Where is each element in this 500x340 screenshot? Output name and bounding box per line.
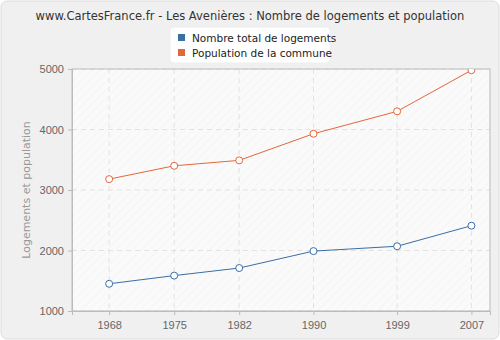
plot-area [72, 69, 490, 311]
point [468, 222, 475, 229]
grid-line [313, 69, 314, 311]
x-tick-label: 1975 [162, 319, 186, 331]
x-axis: 1968 1975 1982 1990 1999 2007 [73, 311, 491, 331]
chart: 1000 2000 3000 4000 5000 1968 1975 1982 1990 1999… [0, 0, 500, 340]
legend-swatch [178, 34, 185, 41]
legend: Nombre total de logements Population de l… [170, 27, 336, 63]
x-tick-label: 1968 [97, 319, 121, 331]
y-tick: 4000 [40, 124, 72, 136]
y-tick: 3000 [40, 184, 72, 196]
x-tick: 1968 [97, 311, 121, 331]
y-tick-mark [68, 311, 72, 312]
x-tick: 2007 [460, 311, 484, 331]
x-tick-mark [174, 311, 175, 315]
legend-label: Population de la commune [192, 47, 332, 59]
series-line [109, 226, 471, 284]
x-tick-mark [397, 311, 398, 315]
point [106, 176, 113, 183]
x-axis-line [73, 312, 491, 316]
y-axis: 1000 2000 3000 4000 5000 [40, 63, 73, 317]
point [106, 280, 113, 287]
title: www.CartesFrance.fr - Les Avenières : No… [36, 9, 465, 23]
grid-line [239, 69, 240, 311]
x-tick-label: 2007 [460, 319, 484, 331]
x-tick: 1990 [302, 311, 326, 331]
point [236, 157, 243, 164]
x-tick: 1975 [162, 311, 186, 331]
y-axis-line [68, 70, 73, 312]
y-tick-mark [68, 190, 72, 191]
point [394, 243, 401, 250]
point [171, 272, 178, 279]
x-tick-mark [314, 311, 315, 315]
point [310, 248, 317, 255]
y-tick: 2000 [40, 245, 72, 257]
x-tick: 1999 [385, 311, 409, 331]
y-tick-label: 5000 [40, 63, 64, 75]
y-tick: 1000 [40, 305, 72, 317]
y-tick-label: 1000 [40, 305, 64, 317]
point [394, 108, 401, 115]
x-tick-label: 1999 [385, 319, 409, 331]
grid-line [72, 250, 490, 251]
grid-line [72, 129, 490, 130]
point [236, 265, 243, 272]
x-tick-label: 1990 [302, 319, 326, 331]
point [468, 69, 475, 74]
y-tick-label: 4000 [40, 124, 64, 136]
plot-frame [72, 69, 490, 311]
grid-line [72, 190, 490, 191]
background [1, 1, 499, 339]
x-tick-mark [471, 311, 472, 315]
point [171, 162, 178, 169]
grid-line [397, 69, 398, 311]
y-tick: 5000 [40, 63, 72, 75]
x-tick-mark [109, 311, 110, 315]
grid [72, 69, 490, 311]
grid-line [109, 69, 110, 311]
series-group [106, 69, 475, 287]
y-tick-mark [68, 130, 72, 131]
grid-line [471, 69, 472, 311]
x-tick-mark [239, 311, 240, 315]
y-tick-mark [68, 69, 72, 70]
y-tick-mark [68, 251, 72, 252]
x-tick-label: 1982 [227, 319, 251, 331]
x-tick: 1982 [227, 311, 251, 331]
y-tick-label: 3000 [40, 184, 64, 196]
legend-swatch [178, 49, 185, 56]
legend-label: Nombre total de logements [192, 32, 336, 44]
y-tick-label: 2000 [40, 245, 64, 257]
series-line [109, 70, 471, 179]
point [310, 130, 317, 137]
y-axis-title: Logements et population [20, 121, 33, 259]
